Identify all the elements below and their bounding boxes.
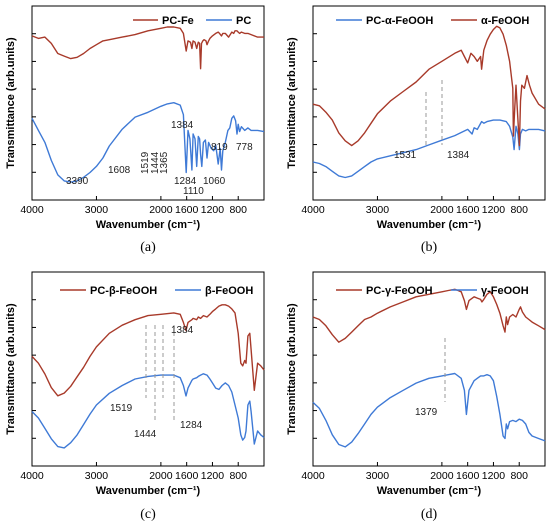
x-tick-label: 1200 — [201, 470, 225, 482]
annot-c-1444: 1444 — [134, 429, 157, 440]
series-line--feooh — [31, 373, 265, 449]
annot-a-778: 778 — [236, 142, 253, 153]
panel-b-ylabel: Transmittance (arb.units) — [286, 37, 298, 169]
series-line-pc-feooh — [31, 304, 265, 397]
x-tick-label: 800 — [510, 204, 528, 216]
panel-a-caption: (a) — [140, 240, 156, 255]
annot-a-1444: 1444 — [150, 151, 161, 174]
panel-b: 4000 3000 2000 1600 1200 800 Wavenumber (cm⁻¹… — [286, 5, 546, 255]
annot-b-1384: 1384 — [447, 150, 470, 161]
x-tick-label: 3000 — [366, 204, 390, 216]
panel-b-lines — [312, 25, 546, 179]
panel-c: 4000 3000 2000 1600 1200 800 Wavenumber (cm⁻¹… — [5, 271, 265, 522]
panel-d-xlabel: Wavenumber (cm⁻¹) — [377, 485, 482, 497]
x-tick-label: 800 — [229, 470, 247, 482]
annot-a-1608: 1608 — [108, 165, 131, 176]
x-tick-label: 1200 — [201, 204, 225, 216]
x-tick-label: 4000 — [20, 470, 44, 482]
legend-label-a-1: PC-Fe — [162, 15, 194, 27]
x-tick-label: 4000 — [301, 470, 325, 482]
x-tick-label: 800 — [229, 204, 247, 216]
x-tick-label: 2000 — [430, 204, 454, 216]
x-tick-label: 4000 — [20, 204, 44, 216]
panel-b-xlabel: Wavenumber (cm⁻¹) — [377, 219, 482, 231]
panel-c-yticks — [32, 299, 36, 439]
annot-a-3390: 3390 — [66, 176, 89, 187]
panel-d-yticks — [313, 299, 317, 439]
x-tick-label: 1600 — [456, 470, 480, 482]
panel-b-caption: (b) — [421, 240, 438, 255]
panel-a-frame — [31, 5, 265, 201]
series-line-pc-feooh — [312, 288, 546, 343]
panel-a-lines — [31, 26, 265, 183]
annot-a-1284: 1284 — [174, 176, 197, 187]
legend-label-d-2: γ-FeOOH — [481, 285, 529, 297]
annot-b-1531: 1531 — [394, 150, 417, 161]
panel-a-ticks: 4000 3000 2000 1600 1200 800 — [20, 196, 247, 216]
series-line--feooh — [312, 25, 546, 147]
panel-d-ylabel: Transmittance (arb.units) — [286, 303, 298, 435]
panel-c-ticks: 4000 3000 2000 1600 1200 800 — [20, 462, 247, 482]
panel-a: 4000 3000 2000 1600 1200 800 Wavenumber (cm⁻¹… — [5, 5, 265, 255]
annot-c-1284: 1284 — [180, 420, 203, 431]
x-tick-label: 3000 — [85, 470, 109, 482]
annot-a-1060: 1060 — [203, 176, 226, 187]
x-tick-label: 3000 — [366, 470, 390, 482]
series-line-pc-fe — [31, 26, 264, 70]
panel-c-ylabel: Transmittance (arb.units) — [5, 303, 17, 435]
legend-label-c-1: PC-β-FeOOH — [90, 285, 157, 297]
x-tick-label: 1200 — [482, 204, 506, 216]
annot-c-1384: 1384 — [171, 325, 194, 336]
series-line-pc — [31, 102, 265, 183]
x-tick-label: 800 — [510, 470, 528, 482]
x-tick-label: 1600 — [456, 204, 480, 216]
annot-a-1110: 1110 — [183, 186, 204, 197]
panel-c-lines — [31, 304, 265, 449]
annot-a-1384: 1384 — [171, 120, 194, 131]
panel-d-ticks: 4000 3000 2000 1600 1200 800 — [301, 462, 528, 482]
panel-c-caption: (c) — [140, 507, 156, 522]
x-tick-label: 2000 — [430, 470, 454, 482]
x-tick-label: 1600 — [175, 204, 199, 216]
legend-label-d-1: PC-γ-FeOOH — [366, 285, 433, 297]
panel-d-frame — [312, 271, 546, 467]
x-tick-label: 4000 — [301, 204, 325, 216]
panel-b-frame — [312, 5, 546, 201]
panel-a-ylabel: Transmittance (arb.units) — [5, 37, 17, 169]
panel-d: 4000 3000 2000 1600 1200 800 Wavenumber (cm⁻¹… — [286, 271, 546, 522]
annot-a-1365: 1365 — [159, 151, 170, 174]
annot-c-1519: 1519 — [110, 403, 133, 414]
annot-d-1379: 1379 — [415, 407, 438, 418]
legend-label-c-2: β-FeOOH — [205, 285, 253, 297]
annot-a-819: 819 — [211, 142, 228, 153]
x-tick-label: 3000 — [85, 204, 109, 216]
series-line-pc-feooh — [312, 119, 546, 179]
panel-a-yticks — [32, 33, 36, 173]
x-tick-label: 2000 — [149, 470, 173, 482]
panel-d-caption: (d) — [421, 507, 438, 522]
legend-label-b-2: α-FeOOH — [481, 15, 529, 27]
panel-b-yticks — [313, 33, 317, 173]
panel-b-ticks: 4000 3000 2000 1600 1200 800 — [301, 196, 528, 216]
x-tick-label: 1200 — [482, 470, 506, 482]
annot-a-1519: 1519 — [140, 151, 151, 174]
panel-c-xlabel: Wavenumber (cm⁻¹) — [96, 485, 201, 497]
panel-a-xlabel: Wavenumber (cm⁻¹) — [96, 219, 201, 231]
legend-label-b-1: PC-α-FeOOH — [366, 15, 433, 27]
legend-label-a-2: PC — [236, 15, 251, 27]
x-tick-label: 1600 — [175, 470, 199, 482]
x-tick-label: 2000 — [149, 204, 173, 216]
series-line--feooh — [312, 372, 546, 448]
panel-d-lines — [312, 288, 546, 448]
